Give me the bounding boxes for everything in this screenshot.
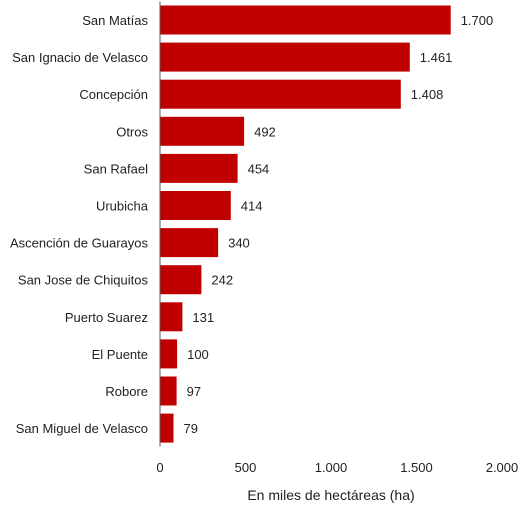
bar-value-label: 242 (211, 273, 233, 288)
x-tick-label: 2.000 (486, 460, 519, 475)
bar (160, 5, 451, 35)
category-label: San Miguel de Velasco (16, 421, 148, 436)
category-label: El Puente (92, 347, 148, 362)
bar-value-label: 100 (187, 347, 209, 362)
bar-value-label: 97 (187, 384, 201, 399)
bar (160, 413, 174, 443)
category-label: Robore (105, 384, 148, 399)
category-label: San Rafael (84, 161, 148, 176)
bar-value-label: 454 (248, 161, 270, 176)
category-label: Ascención de Guarayos (10, 236, 149, 251)
x-tick-label: 500 (235, 460, 257, 475)
bar (160, 153, 238, 183)
bar (160, 265, 202, 295)
bar (160, 191, 231, 220)
bar (160, 79, 401, 109)
x-axis-title: En miles de hectáreas (ha) (247, 487, 414, 503)
bar (160, 228, 219, 258)
bar-value-label: 79 (184, 421, 198, 436)
bar-value-label: 340 (228, 236, 250, 251)
category-label: San Ignacio de Velasco (12, 50, 148, 65)
bar-value-label: 1.461 (420, 50, 453, 65)
x-tick-label: 0 (156, 460, 163, 475)
category-label: San Jose de Chiquitos (18, 273, 149, 288)
bar (160, 42, 410, 72)
category-label: Concepción (79, 87, 148, 102)
category-labels-group: San Matías San Ignacio de Velasco Concepci… (10, 13, 149, 436)
bar-value-label: 1.408 (411, 87, 444, 102)
bar (160, 116, 245, 146)
bar-value-label: 414 (241, 199, 263, 214)
x-tick-label: 1.000 (315, 460, 348, 475)
bar (160, 339, 178, 369)
category-label: Otros (116, 124, 148, 139)
bar-value-label: 1.700 (461, 13, 494, 28)
bar (160, 376, 177, 406)
x-tick-label: 1.500 (400, 460, 433, 475)
bar (160, 302, 183, 332)
x-tick-labels-group: 0 500 1.000 1.500 2.000 (156, 460, 518, 475)
value-labels-group: 1.700 1.461 1.408 492 454 414 340 242 131 100 97 79 (184, 13, 494, 436)
bar-value-label: 131 (192, 310, 214, 325)
category-label: Urubicha (96, 199, 149, 214)
bar-value-label: 492 (254, 124, 276, 139)
category-label: Puerto Suarez (65, 310, 148, 325)
bars-group (160, 5, 451, 443)
category-label: San Matías (82, 13, 148, 28)
